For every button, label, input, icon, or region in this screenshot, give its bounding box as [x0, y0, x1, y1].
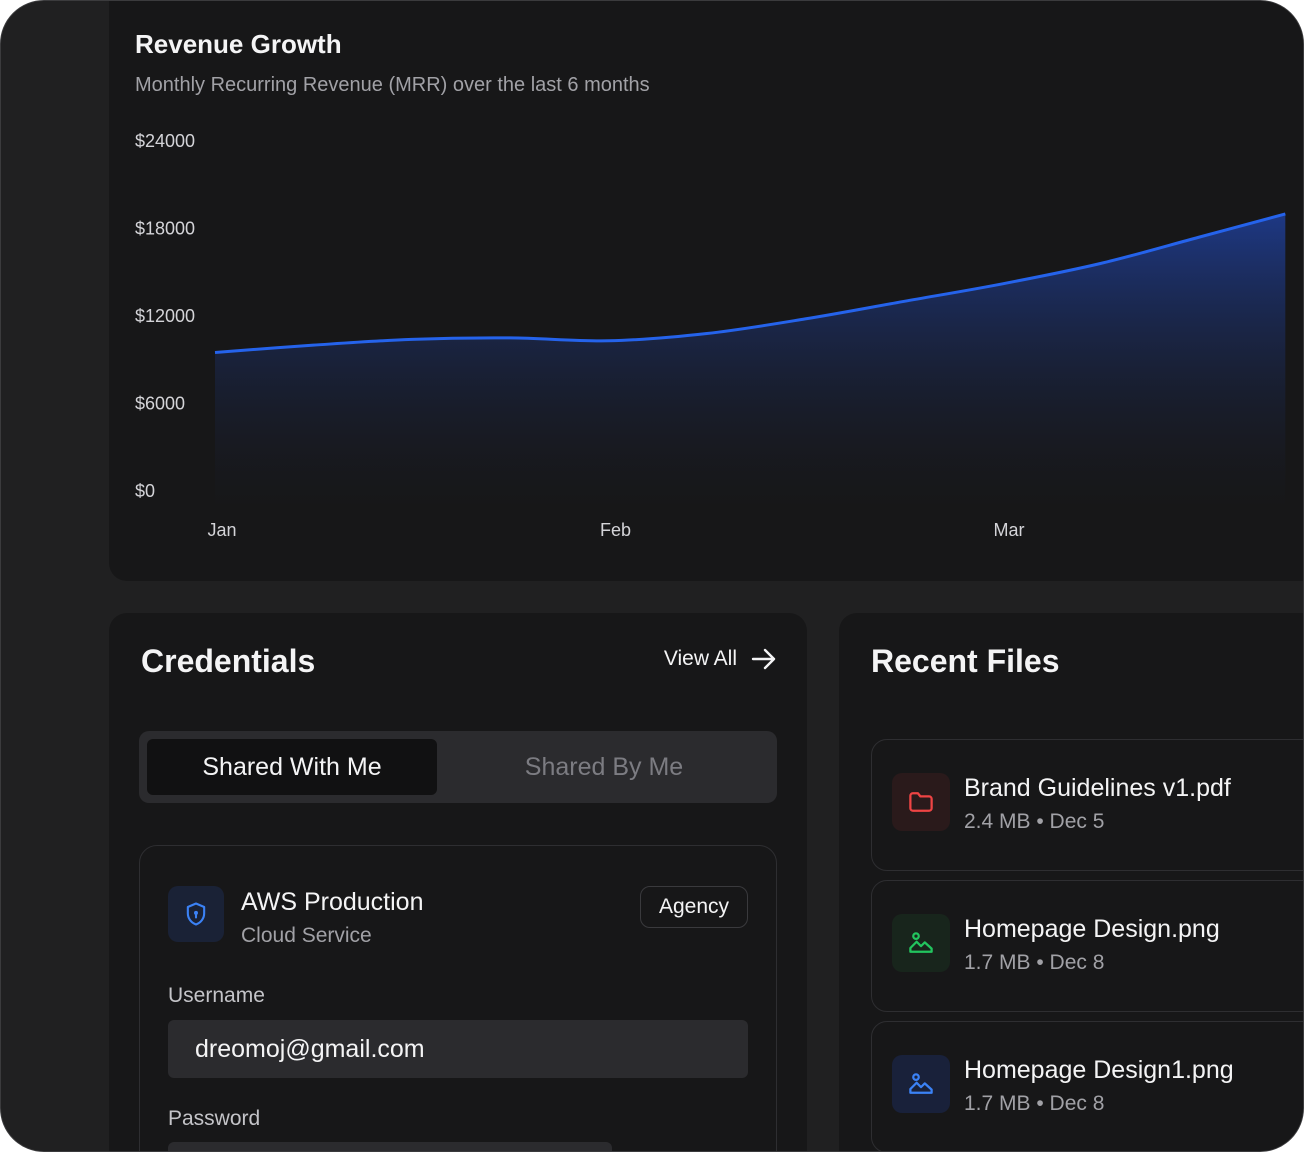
- file-meta: 1.7 MB • Dec 8: [964, 951, 1105, 974]
- y-tick-label: $24000: [135, 131, 195, 151]
- username-label: Username: [168, 984, 265, 1007]
- password-field[interactable]: [168, 1142, 612, 1151]
- file-name: Homepage Design.png: [964, 915, 1220, 943]
- view-all-label: View All: [663, 647, 737, 670]
- credentials-tab-switcher: Shared With Me Shared By Me: [139, 731, 777, 803]
- revenue-line: [214, 212, 1286, 354]
- credential-name: AWS Production: [241, 888, 424, 916]
- image-icon: [909, 932, 933, 953]
- password-label: Password: [168, 1107, 261, 1130]
- file-icon-box: [892, 914, 950, 972]
- arrow-right-icon: [751, 648, 776, 670]
- file-meta: 1.7 MB • Dec 8: [964, 1092, 1105, 1115]
- file-icon-box: [892, 773, 950, 831]
- file-row[interactable]: Brand Guidelines v1.pdf 2.4 MB • Dec 5: [871, 739, 1303, 871]
- credential-type: Cloud Service: [241, 924, 372, 947]
- x-tick-label: Jan: [207, 520, 236, 540]
- y-tick-label: $0: [135, 481, 155, 501]
- recent-files-title: Recent Files: [871, 643, 1060, 679]
- chart-title: Revenue Growth: [135, 29, 342, 59]
- revenue-area: [215, 213, 1286, 511]
- credential-icon-box: [168, 886, 224, 942]
- folder-icon: [909, 792, 933, 812]
- credentials-title: Credentials: [141, 643, 316, 679]
- credential-item: AWS Production Cloud Service Agency User…: [139, 845, 777, 1151]
- shield-icon: [186, 902, 206, 926]
- view-all-link[interactable]: View All: [664, 647, 777, 671]
- revenue-chart: $24000 $18000 $12000 $6000 $0 Jan Feb Mar: [135, 131, 1286, 540]
- y-tick-label: $6000: [135, 394, 185, 414]
- file-name: Homepage Design1.png: [964, 1056, 1234, 1084]
- x-tick-label: Feb: [600, 520, 631, 540]
- file-meta: 2.4 MB • Dec 5: [964, 810, 1105, 833]
- username-field[interactable]: dreomoj@gmail.com: [168, 1020, 748, 1078]
- credentials-card: Credentials View All Shared With Me Shar…: [109, 613, 807, 1151]
- y-tick-label: $18000: [135, 219, 195, 239]
- y-tick-label: $12000: [135, 306, 195, 326]
- file-row[interactable]: Homepage Design.png 1.7 MB • Dec 8: [871, 880, 1303, 1012]
- chart-subtitle: Monthly Recurring Revenue (MRR) over the…: [135, 74, 650, 96]
- recent-files-card: Recent Files Brand Guidelines v1.pdf 2.4…: [839, 613, 1303, 1151]
- agency-badge: Agency: [639, 886, 748, 928]
- tab-shared-with-me[interactable]: Shared With Me: [147, 739, 437, 795]
- file-name: Brand Guidelines v1.pdf: [964, 774, 1231, 802]
- image-icon: [909, 1073, 933, 1094]
- tab-shared-by-me[interactable]: Shared By Me: [524, 752, 684, 781]
- file-row[interactable]: Homepage Design1.png 1.7 MB • Dec 8: [871, 1021, 1303, 1151]
- file-icon-box: [892, 1055, 950, 1113]
- x-tick-label: Mar: [994, 520, 1025, 540]
